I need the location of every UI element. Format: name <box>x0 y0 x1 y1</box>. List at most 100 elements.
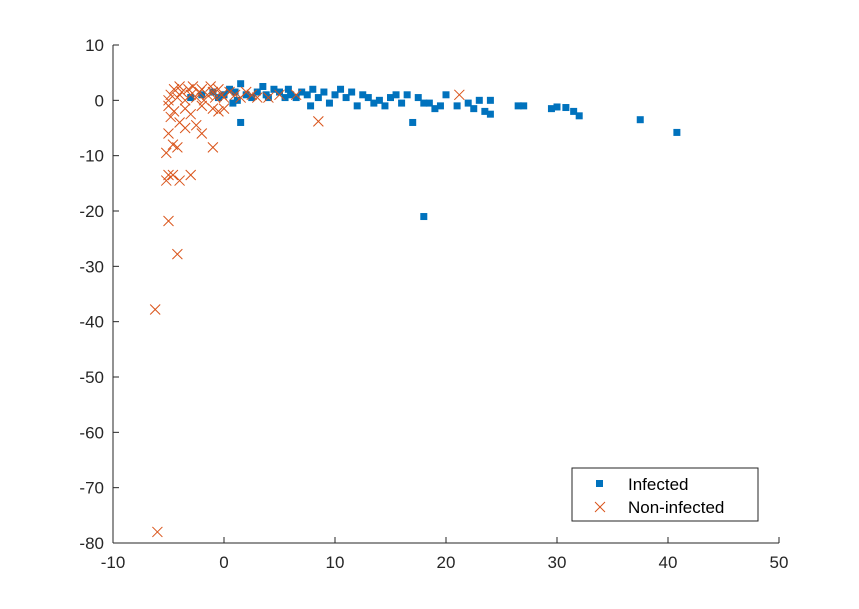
data-point-infected <box>392 91 400 99</box>
data-point-infected <box>237 118 245 126</box>
data-point-non-infected <box>167 169 179 181</box>
data-point-non-infected <box>207 142 219 153</box>
data-point-non-infected <box>251 92 263 103</box>
data-point-infected <box>481 107 489 115</box>
data-point-infected <box>442 91 450 99</box>
data-point-non-infected <box>224 86 235 98</box>
y-tick-label: -60 <box>79 423 104 442</box>
x-tick-label: 30 <box>548 553 567 572</box>
series-infected <box>187 80 681 221</box>
data-point-infected <box>248 94 256 102</box>
data-point-infected <box>320 88 328 96</box>
data-point-infected <box>636 116 644 124</box>
data-point-infected <box>342 94 350 102</box>
x-tick-label: 10 <box>326 553 345 572</box>
data-point-infected <box>514 102 522 110</box>
data-point-non-infected <box>174 81 185 92</box>
y-tick-label: -80 <box>79 534 104 553</box>
data-point-infected <box>520 102 528 110</box>
data-point-non-infected <box>190 119 202 131</box>
legend-infected-label: Infected <box>628 475 689 494</box>
data-point-infected <box>270 85 278 93</box>
data-point-non-infected <box>229 89 241 101</box>
data-point-infected <box>436 102 444 110</box>
x-tick-label: 20 <box>437 553 456 572</box>
data-point-non-infected <box>185 169 197 181</box>
data-point-non-infected <box>290 89 302 101</box>
data-point-infected <box>425 99 433 107</box>
data-point-infected <box>348 88 356 96</box>
data-point-infected <box>187 94 195 102</box>
x-tick-label: 0 <box>219 553 228 572</box>
data-point-infected <box>309 85 317 93</box>
data-point-infected <box>337 85 345 93</box>
legend-box <box>571 467 759 522</box>
legend-non-infected-label: Non-infected <box>628 498 724 517</box>
data-point-non-infected <box>453 89 465 101</box>
data-point-infected <box>420 213 428 221</box>
data-point-non-infected <box>185 89 197 101</box>
data-point-non-infected <box>176 86 188 98</box>
data-point-infected <box>387 94 394 102</box>
data-point-non-infected <box>179 122 191 134</box>
data-point-non-infected <box>165 111 177 123</box>
data-point-infected <box>226 85 234 93</box>
data-point-infected <box>259 83 267 90</box>
data-point-infected <box>242 91 250 99</box>
plot-background <box>113 45 779 543</box>
data-point-infected <box>464 99 472 107</box>
data-point-non-infected <box>274 89 285 101</box>
data-point-non-infected <box>174 175 185 186</box>
x-ticks: -10 0 10 20 30 40 50 <box>101 537 789 572</box>
data-point-non-infected <box>163 215 174 227</box>
data-point-non-infected <box>213 83 224 95</box>
data-point-non-infected <box>198 94 210 106</box>
y-tick-label: -20 <box>79 202 104 221</box>
data-point-non-infected <box>163 94 174 106</box>
data-point-infected <box>562 104 570 112</box>
data-point-infected <box>475 96 483 104</box>
x-tick-label: 40 <box>659 553 678 572</box>
data-point-infected <box>307 102 315 110</box>
data-point-non-infected <box>172 248 183 260</box>
data-point-infected <box>331 91 339 99</box>
y-tick-label: -70 <box>79 479 104 498</box>
data-point-infected <box>673 128 681 136</box>
data-point-infected <box>276 88 283 96</box>
legend-infected-marker <box>596 480 603 487</box>
data-point-infected <box>403 91 411 99</box>
data-point-non-infected <box>240 86 252 98</box>
data-point-infected <box>486 110 494 118</box>
data-point-non-infected <box>172 92 183 103</box>
y-ticks: 10 0 -10 -20 -30 -40 -50 -60 -70 -80 <box>79 36 119 553</box>
data-point-non-infected <box>190 92 202 103</box>
data-point-infected <box>253 88 261 96</box>
data-point-non-infected <box>149 304 161 315</box>
x-tick-label: 50 <box>770 553 789 572</box>
x-tick-label: -10 <box>101 553 126 572</box>
data-point-infected <box>281 94 289 102</box>
data-point-infected <box>359 91 367 99</box>
data-point-non-infected <box>160 175 172 186</box>
data-point-infected <box>486 96 494 104</box>
data-point-non-infected <box>213 106 224 117</box>
data-point-infected <box>375 96 383 104</box>
data-point-infected <box>353 102 361 110</box>
data-point-infected <box>292 94 300 102</box>
data-point-infected <box>298 88 306 96</box>
data-point-non-infected <box>187 81 199 92</box>
data-point-infected <box>220 91 228 99</box>
data-point-non-infected <box>207 86 219 98</box>
data-point-infected <box>409 118 417 126</box>
data-point-infected <box>237 80 245 88</box>
data-point-non-infected <box>196 100 208 112</box>
data-point-infected <box>325 99 333 107</box>
data-point-infected <box>287 91 295 99</box>
y-tick-label: -50 <box>79 368 104 387</box>
data-point-infected <box>364 94 372 102</box>
legend-non-infected-marker <box>594 501 606 513</box>
y-tick-label: -40 <box>79 313 104 332</box>
y-tick-label: 0 <box>95 91 104 110</box>
data-point-non-infected <box>207 103 219 114</box>
data-point-non-infected <box>185 108 197 120</box>
